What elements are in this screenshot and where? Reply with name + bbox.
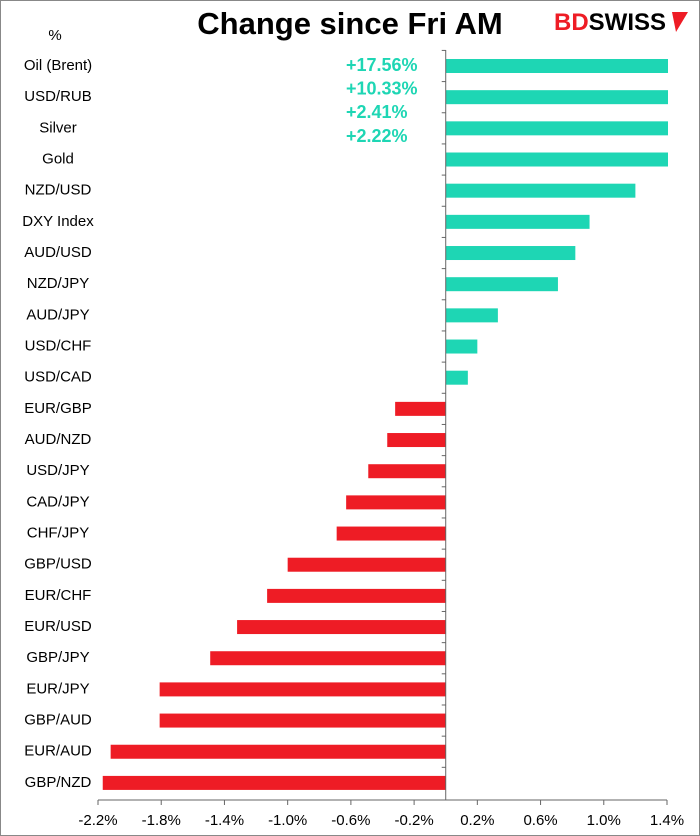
bar [445,339,478,354]
category-label: AUD/USD [24,244,92,261]
category-label: NZD/JPY [27,275,90,292]
category-label: CHF/JPY [27,525,90,542]
bar [445,308,498,323]
logo-icon [672,12,688,32]
category-label: EUR/GBP [24,400,92,417]
bar [159,682,446,697]
category-label: EUR/USD [24,618,92,635]
category-label: CAD/JPY [26,493,89,510]
category-label: EUR/CHF [25,587,92,604]
bar [210,651,446,666]
logo-bd: BD [554,9,589,36]
x-tick-label: 0.6% [523,812,557,829]
logo: BDSWISS [554,9,666,36]
bar [395,401,446,416]
category-label: USD/RUB [24,88,92,105]
bar [445,152,668,167]
bar [445,370,468,385]
category-label: GBP/JPY [26,649,89,666]
category-label: Oil (Brent) [24,57,92,74]
value-label: +2.41% [346,102,408,122]
category-label: GBP/AUD [24,712,92,729]
x-tick-label: -0.6% [331,812,370,829]
x-tick-label: 1.4% [650,812,684,829]
bar [445,121,668,136]
value-label: +2.22% [346,126,408,146]
x-tick-label: -0.2% [395,812,434,829]
x-tick-label: 1.0% [587,812,621,829]
category-label: GBP/USD [24,556,92,573]
bar [110,744,446,759]
chart-title: Change since Fri AM [197,6,502,41]
bar [445,246,576,261]
category-label: Silver [39,119,77,136]
bar [237,620,446,635]
bar [267,588,446,603]
category-label: EUR/JPY [26,680,89,697]
bar [102,775,446,790]
bar [445,90,668,105]
category-label: GBP/NZD [25,774,92,791]
logo-swiss: SWISS [589,9,666,36]
x-tick-label: -1.4% [205,812,244,829]
bar [445,277,558,292]
x-tick-label: 0.2% [460,812,494,829]
bar [387,433,446,448]
category-label: Gold [42,150,74,167]
category-label: DXY Index [22,213,94,230]
bar [445,183,636,198]
category-label: EUR/AUD [24,743,92,760]
bars [102,59,668,790]
bar [445,59,668,73]
bar [287,557,446,572]
bar [445,214,590,229]
y-axis-label: % [48,27,61,44]
x-tick-label: -1.0% [268,812,307,829]
bar [336,526,446,541]
category-label: USD/CHF [25,337,92,354]
category-label: NZD/USD [25,182,92,199]
category-label: AUD/NZD [25,431,92,448]
bar [159,713,446,728]
value-label: +17.56% [346,55,418,75]
bar [368,464,446,479]
x-tick-label: -1.8% [142,812,181,829]
category-label: USD/CAD [24,369,92,386]
x-tick-label: -2.2% [78,812,117,829]
category-label: AUD/JPY [26,306,89,323]
category-label: USD/JPY [26,462,89,479]
bar [346,495,446,510]
value-label: +10.33% [346,78,418,98]
